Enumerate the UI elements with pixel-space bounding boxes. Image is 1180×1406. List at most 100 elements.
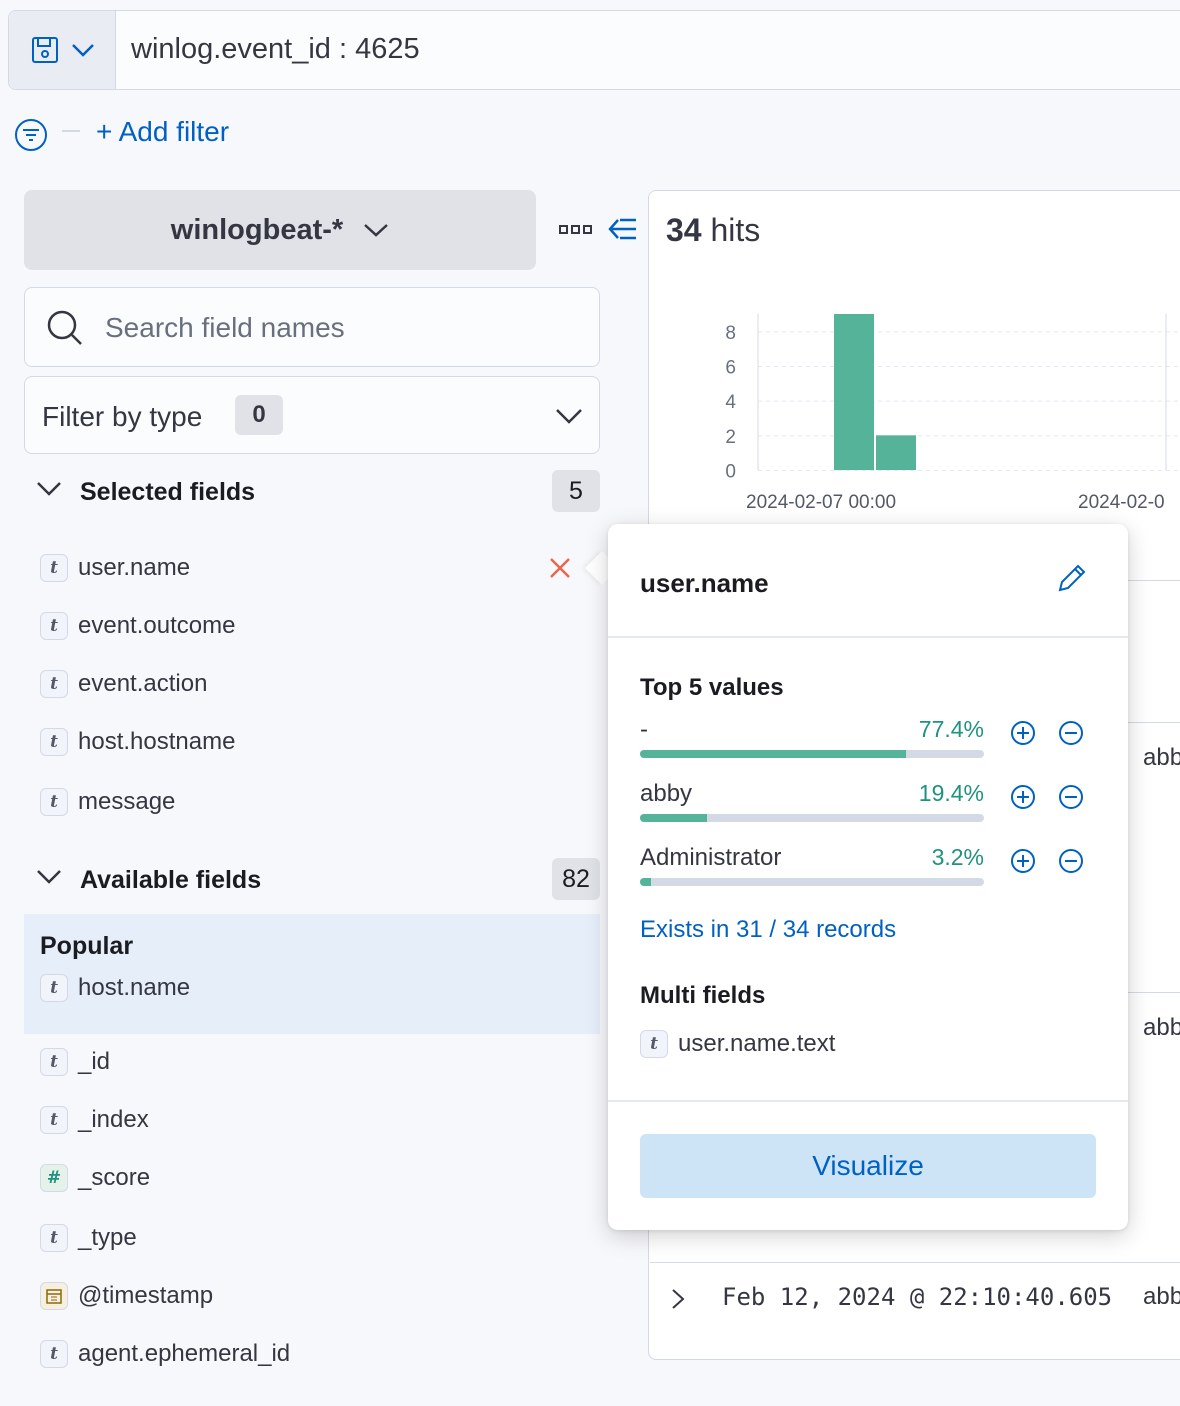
string-type-icon: t xyxy=(40,1224,68,1252)
field-name: message xyxy=(78,788,176,815)
chevron-down-icon[interactable] xyxy=(36,868,62,886)
string-type-icon: t xyxy=(640,1030,668,1058)
field-name: agent.ephemeral_id xyxy=(78,1340,291,1367)
save-icon xyxy=(32,37,58,63)
saved-query-button[interactable] xyxy=(9,11,116,89)
top-value-bar-fill xyxy=(640,750,907,758)
string-type-icon: t xyxy=(40,1340,68,1368)
field-name: _id xyxy=(78,1048,111,1075)
top-value-bar xyxy=(640,814,984,822)
top-value-bar xyxy=(640,750,984,758)
y-tick-label: 8 xyxy=(725,323,736,344)
field-item[interactable]: t _index xyxy=(40,1100,149,1140)
query-input[interactable]: winlog.event_id : 4625 xyxy=(131,33,420,65)
separator-dash xyxy=(62,130,80,132)
top-value-bar-fill xyxy=(640,878,651,886)
row-divider xyxy=(650,1262,1180,1263)
field-details-popover: user.name Top 5 values - 77.4% abby 19.4… xyxy=(608,524,1128,1230)
string-type-icon: t xyxy=(40,670,68,698)
field-name: event.outcome xyxy=(78,612,236,639)
selected-fields-title: Selected fields xyxy=(80,478,256,506)
field-item[interactable]: t _type xyxy=(40,1218,137,1258)
field-item[interactable]: t event.outcome xyxy=(40,606,235,646)
y-tick-label: 2 xyxy=(725,427,736,448)
x-tick-label: 2024-02-07 00:00 xyxy=(746,492,896,513)
field-name: host.name xyxy=(78,974,191,1001)
filter-for-value-icon[interactable] xyxy=(1010,784,1036,810)
y-tick-label: 0 xyxy=(725,462,736,483)
edit-pencil-icon[interactable] xyxy=(1054,562,1088,596)
popular-label: Popular xyxy=(40,932,134,960)
hits-label: hits xyxy=(710,212,761,248)
histogram-bar[interactable] xyxy=(834,314,874,470)
field-name: _type xyxy=(78,1224,137,1251)
exists-in-records-link[interactable]: Exists in 31 / 34 records xyxy=(640,916,897,943)
chevron-down-icon xyxy=(556,409,582,424)
x-tick-label: 2024-02-0 xyxy=(1078,492,1165,513)
field-item[interactable]: t event.action xyxy=(40,664,207,704)
row-user-cell: abb xyxy=(1143,744,1180,771)
calendar-icon xyxy=(40,1282,68,1310)
string-type-icon: t xyxy=(40,788,68,816)
search-placeholder: Search field names xyxy=(105,312,345,343)
string-type-icon: t xyxy=(40,1048,68,1076)
field-search-input[interactable]: Search field names xyxy=(24,287,600,367)
string-type-icon: t xyxy=(40,974,68,1002)
top-value-label: Administrator xyxy=(640,844,782,871)
chevron-down-icon[interactable] xyxy=(36,480,62,498)
field-item[interactable]: t host.name xyxy=(40,968,190,1008)
filter-out-value-icon[interactable] xyxy=(1058,848,1084,874)
y-tick-label: 6 xyxy=(725,358,736,379)
string-type-icon: t xyxy=(40,612,68,640)
filter-by-type-button[interactable]: Filter by type 0 xyxy=(24,376,600,454)
multi-fields-title: Multi fields xyxy=(640,982,766,1009)
field-item[interactable]: t agent.ephemeral_id xyxy=(40,1334,290,1374)
filter-count-badge: 0 xyxy=(235,395,283,435)
filter-menu-icon[interactable] xyxy=(14,118,48,152)
field-item[interactable]: t message xyxy=(40,782,175,822)
popover-field-name: user.name xyxy=(640,568,769,598)
top-value-percent: 19.4% xyxy=(918,780,984,806)
y-tick-label: 4 xyxy=(725,392,736,413)
remove-field-icon[interactable] xyxy=(548,556,572,580)
row-user-cell: abb xyxy=(1143,1283,1180,1310)
number-type-icon: # xyxy=(40,1164,68,1192)
field-name: @timestamp xyxy=(78,1282,214,1309)
top-value-bar-fill xyxy=(640,814,707,822)
filter-out-value-icon[interactable] xyxy=(1058,720,1084,746)
field-item[interactable]: t _id xyxy=(40,1042,110,1082)
row-divider xyxy=(1128,580,1180,581)
field-item[interactable]: t user.name xyxy=(40,548,190,588)
add-filter-button[interactable]: + Add filter xyxy=(96,116,230,147)
field-item[interactable]: # _score xyxy=(40,1158,150,1198)
row-divider xyxy=(1128,992,1180,993)
filter-for-value-icon[interactable] xyxy=(1010,720,1036,746)
filter-out-value-icon[interactable] xyxy=(1058,784,1084,810)
field-name: user.name.text xyxy=(678,1030,836,1057)
hits-counter: 34 hits xyxy=(666,212,760,249)
field-name: host.hostname xyxy=(78,728,236,755)
index-pattern-selector[interactable]: winlogbeat-* xyxy=(24,190,536,270)
top-value-label: abby xyxy=(640,780,693,807)
popover-divider xyxy=(608,1100,1128,1102)
collapse-sidebar-icon[interactable] xyxy=(606,214,640,244)
string-type-icon: t xyxy=(40,554,68,582)
options-icon[interactable] xyxy=(558,222,594,238)
histogram-bar[interactable] xyxy=(876,435,916,470)
top-value-percent: 3.2% xyxy=(931,844,984,870)
filter-for-value-icon[interactable] xyxy=(1010,848,1036,874)
filter-bar xyxy=(14,110,96,160)
query-bar: winlog.event_id : 4625 xyxy=(8,10,1180,90)
popular-fields-group xyxy=(24,914,600,1034)
available-fields-title: Available fields xyxy=(80,866,262,894)
top-value-percent: 77.4% xyxy=(918,716,984,742)
top-value-bar xyxy=(640,878,984,886)
field-item[interactable]: t host.hostname xyxy=(40,722,235,762)
chevron-down-icon xyxy=(364,224,389,237)
chevron-down-icon xyxy=(72,44,94,57)
expand-row-icon[interactable] xyxy=(670,1288,686,1310)
row-timestamp: Feb 12, 2024 @ 22:10:40.605 xyxy=(722,1283,1113,1311)
visualize-button[interactable]: Visualize xyxy=(640,1134,1096,1198)
field-item[interactable]: @timestamp xyxy=(40,1276,213,1316)
histogram-chart[interactable]: 0 2 4 6 8 2024-02-07 00:00 2024-02-0 xyxy=(700,300,1180,520)
